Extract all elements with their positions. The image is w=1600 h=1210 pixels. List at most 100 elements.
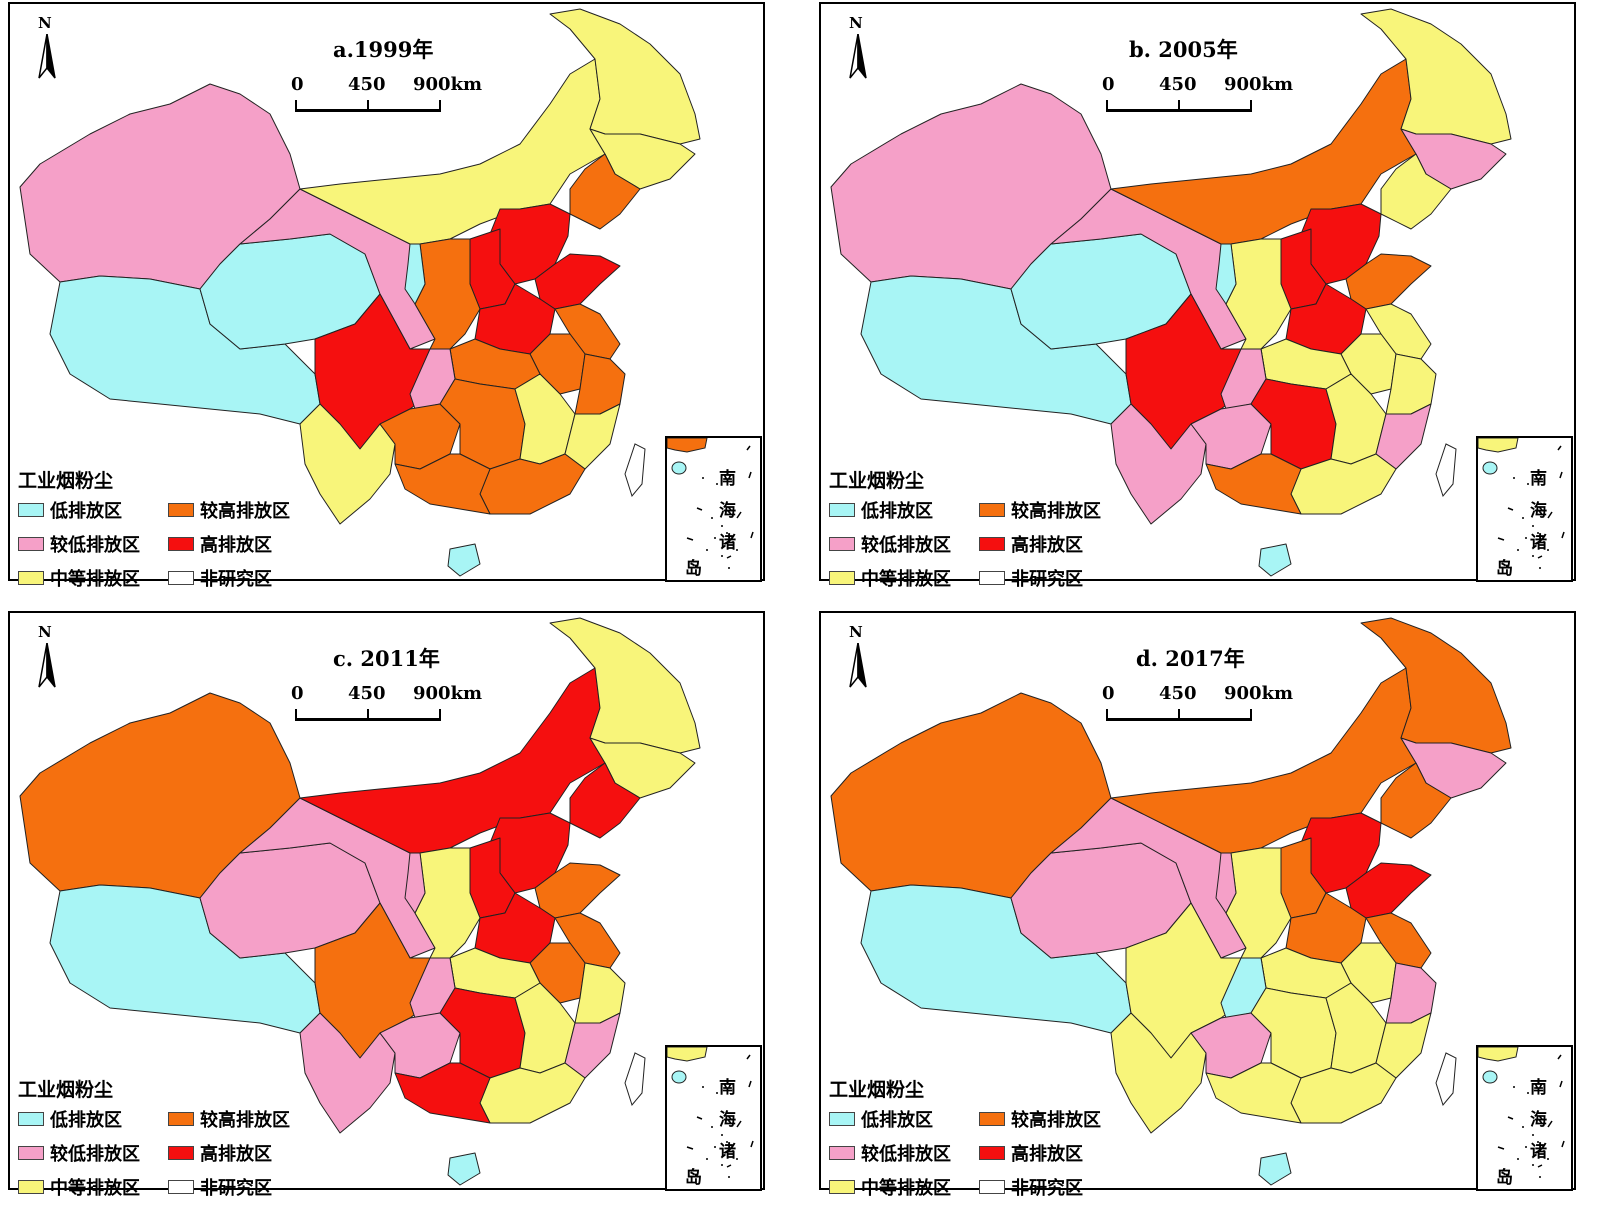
legend-title: 工业烟粉尘: [18, 1079, 114, 1101]
inset-char-2: 海: [1530, 1110, 1547, 1130]
legend-item-none: 非研究区: [979, 565, 1129, 591]
inset-char-2: 海: [719, 1110, 736, 1130]
legend-swatch: [168, 537, 194, 551]
legend-label: 低排放区: [861, 1110, 933, 1131]
scale-bar: 0 450 900km: [291, 74, 482, 122]
scale-label-0: 0: [1102, 683, 1115, 704]
legend-item-low: 低排放区: [829, 1106, 979, 1132]
legend-swatch: [829, 1180, 855, 1194]
province-liaoning: [569, 153, 641, 230]
legend-item-high2: 较高排放区: [979, 497, 1129, 523]
legend-label: 较低排放区: [50, 1144, 140, 1165]
china-province-map: [830, 8, 1512, 577]
legend-swatch: [979, 1112, 1005, 1126]
legend-item-high2: 较高排放区: [168, 497, 318, 523]
north-label: N: [849, 623, 863, 641]
panel-title: b. 2005年: [1129, 37, 1238, 62]
north-label: N: [38, 14, 52, 32]
panel-title: c. 2011年: [333, 646, 440, 671]
province-taiwan: [1435, 443, 1457, 498]
inset-char-1: 南: [1530, 469, 1547, 489]
scale-label-900km: 900km: [1224, 683, 1294, 704]
south-china-sea-inset: 南 海 诸 岛: [1476, 436, 1573, 582]
legend-item-none: 非研究区: [168, 1174, 318, 1200]
china-province-map: [830, 617, 1512, 1186]
legend-title: 工业烟粉尘: [829, 470, 925, 492]
province-ningxia: [1215, 243, 1237, 305]
legend-swatch: [18, 571, 44, 585]
province-yunnan: [299, 403, 396, 525]
north-label: N: [38, 623, 52, 641]
legend-swatch: [18, 503, 44, 517]
province-taiwan: [624, 1052, 646, 1107]
legend-title: 工业烟粉尘: [18, 470, 114, 492]
province-yunnan: [299, 1012, 396, 1134]
map-panel-a: a.1999年 N 0 450 900km 工业烟粉尘 低排放区 较高排放区 较低排…: [8, 2, 765, 590]
legend-item-none: 非研究区: [168, 565, 318, 591]
legend-swatch: [18, 1112, 44, 1126]
inset-char-2: 海: [719, 501, 736, 521]
north-arrow-icon: N: [32, 14, 62, 84]
legend-item-low: 低排放区: [18, 497, 168, 523]
legend-item-mid: 中等排放区: [18, 1174, 168, 1200]
province-yunnan: [1110, 1012, 1207, 1134]
legend: 工业烟粉尘 低排放区 较高排放区较低排放区 高排放区 中等排放区 非研究区: [829, 466, 1129, 591]
legend-swatch: [979, 537, 1005, 551]
legend-item-low2: 较低排放区: [18, 531, 168, 557]
scale-label-450: 450: [348, 683, 386, 704]
legend-swatch: [829, 537, 855, 551]
province-guangxi: [394, 1062, 491, 1124]
legend-swatch: [829, 1146, 855, 1160]
legend: 工业烟粉尘 低排放区 较高排放区 较低排放区 高排放区 中等排放区 非研究区: [829, 1075, 1129, 1200]
inset-char-3: 诸: [719, 533, 736, 553]
inset-char-4: 岛: [685, 1168, 702, 1188]
scale-bar: 0 450 900km: [291, 683, 482, 731]
province-hainan: [1258, 1152, 1292, 1186]
legend-swatch: [168, 1112, 194, 1126]
province-ningxia: [1215, 852, 1237, 914]
legend-label: 低排放区: [861, 501, 933, 522]
province-liaoning: [1380, 762, 1452, 839]
legend-item-low: 低排放区: [829, 497, 979, 523]
scale-label-0: 0: [291, 683, 304, 704]
legend-swatch: [829, 571, 855, 585]
legend-swatch: [18, 1180, 44, 1194]
scale-label-450: 450: [1159, 74, 1197, 95]
province-hainan: [447, 543, 481, 577]
scale-label-0: 0: [1102, 74, 1115, 95]
legend-label: 较低排放区: [861, 535, 951, 556]
province-guangxi: [1205, 1062, 1302, 1124]
inset-char-3: 诸: [1530, 1142, 1547, 1162]
legend-item-high: 高排放区: [168, 1140, 318, 1166]
legend-item-high: 高排放区: [168, 531, 318, 557]
legend-label: 低排放区: [50, 1110, 122, 1131]
scale-label-900km: 900km: [413, 683, 483, 704]
legend-swatch: [979, 1146, 1005, 1160]
province-guangxi: [1205, 453, 1302, 515]
legend-item-low2: 较低排放区: [829, 1140, 979, 1166]
legend-item-high2: 较高排放区: [979, 1106, 1129, 1132]
inset-char-1: 南: [1530, 1078, 1547, 1098]
province-liaoning: [1380, 153, 1452, 230]
china-province-map: [19, 617, 701, 1186]
legend-label: 低排放区: [50, 501, 122, 522]
province-liaoning: [569, 762, 641, 839]
north-arrow-icon: N: [843, 14, 873, 84]
legend-swatch: [979, 503, 1005, 517]
legend-label: 非研究区: [1011, 569, 1083, 590]
scale-label-900km: 900km: [1224, 74, 1294, 95]
province-taiwan: [1435, 1052, 1457, 1107]
map-panel-c: c. 2011年 N 0 450 900km 工业烟粉尘 低排放区 较高排放区 较低…: [8, 611, 765, 1199]
legend-label: 较低排放区: [861, 1144, 951, 1165]
legend-item-high: 高排放区: [979, 531, 1129, 557]
legend-item-mid: 中等排放区: [829, 565, 979, 591]
panel-title: a.1999年: [333, 37, 434, 62]
legend-label: 非研究区: [200, 569, 272, 590]
south-china-sea-inset: 南 海 诸 岛: [665, 1045, 762, 1191]
inset-char-4: 岛: [1496, 559, 1513, 579]
scale-bar: 0 450 900km: [1102, 683, 1293, 731]
inset-char-1: 南: [719, 1078, 736, 1098]
legend-item-low2: 较低排放区: [829, 531, 979, 557]
legend-label: 非研究区: [200, 1178, 272, 1199]
china-province-map: [19, 8, 701, 577]
